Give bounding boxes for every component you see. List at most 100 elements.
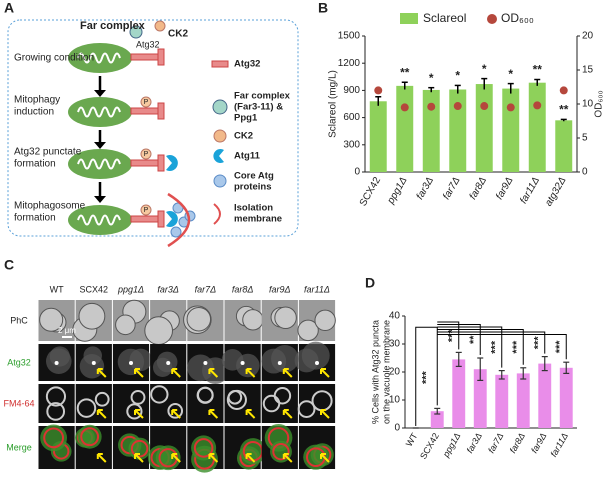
significance: *: [455, 69, 460, 83]
bar: [528, 82, 546, 172]
column-label: far7Δ: [195, 284, 217, 294]
cell: [46, 402, 66, 421]
bracket: [437, 326, 503, 368]
panel-label: C: [4, 257, 14, 273]
arrow: [171, 368, 181, 378]
significance: **: [468, 335, 480, 344]
legend-label: Ppg1: [234, 113, 258, 124]
x-tick-label: ppg1Δ: [385, 175, 410, 207]
legend-swatch: [487, 14, 497, 24]
legend-icon: [213, 203, 221, 225]
cell: [79, 354, 105, 379]
x-tick-label: far8Δ: [468, 175, 490, 201]
legend-label: Atg11: [234, 151, 261, 162]
cell: [167, 403, 184, 419]
puncta: [277, 361, 282, 365]
arrow: [320, 453, 330, 463]
x-tick-label: far3Δ: [465, 431, 484, 455]
bracket: [437, 321, 460, 350]
legend-icon: [212, 99, 228, 115]
arrow: [96, 453, 107, 463]
scale-bar-label: 2 μm: [58, 326, 76, 335]
cell: [94, 391, 110, 407]
significance: *: [482, 62, 487, 76]
x-tick-label: far9Δ: [494, 175, 516, 201]
arrow: [96, 409, 107, 419]
atg32-label: Atg32: [136, 39, 160, 49]
bracket: [437, 331, 546, 354]
legend-icon: [213, 149, 224, 164]
arrowhead: [94, 196, 106, 203]
arrow: [134, 453, 144, 463]
significance: *: [429, 71, 434, 85]
y-tick-label: 10: [389, 395, 401, 406]
bar: [538, 363, 552, 428]
bar: [449, 89, 467, 172]
atg32: [130, 215, 162, 223]
y-tick-label: 300: [343, 139, 360, 150]
bracket: [437, 324, 481, 355]
bar: [452, 359, 466, 428]
x-tick-label: SCX42: [418, 431, 441, 461]
cell: [126, 403, 143, 420]
cell: [202, 357, 229, 384]
legend-label: Core Atg: [234, 171, 274, 182]
panel-label: A: [4, 0, 14, 16]
legend-label: OD₆₀₀: [501, 11, 534, 25]
cell: [274, 306, 297, 329]
significance: **: [559, 103, 569, 117]
significance: ***: [554, 340, 566, 354]
point: [374, 86, 383, 95]
arrow: [134, 368, 144, 378]
cell: [297, 400, 316, 419]
vacuole: [272, 442, 290, 461]
vacuole: [130, 439, 149, 458]
y-tick-label: 30: [389, 339, 401, 350]
atg32: [157, 102, 165, 120]
cell: [78, 302, 106, 330]
cell: [49, 346, 70, 367]
arrow: [245, 453, 256, 463]
y-tick-label: 0: [394, 423, 400, 434]
cell: [130, 389, 146, 405]
significance: ***: [533, 336, 545, 350]
mitochondrion: [68, 43, 132, 73]
bar: [396, 85, 414, 172]
atg32: [130, 107, 162, 115]
significance: *: [508, 67, 513, 81]
row-label: Merge: [6, 442, 32, 452]
arrow: [320, 409, 330, 419]
column-label: far8Δ: [232, 284, 254, 294]
puncta: [240, 361, 245, 365]
bracket: [437, 334, 567, 360]
panel-label: D: [365, 275, 375, 291]
core-atg: [170, 226, 182, 238]
cell: [150, 385, 169, 404]
y2-tick-label: 0: [582, 167, 588, 178]
arrow: [208, 453, 219, 463]
ck2: [154, 20, 166, 32]
mitochondrion: [68, 149, 132, 179]
x-tick-label: WT: [404, 431, 420, 449]
arrow: [171, 409, 181, 419]
bar: [430, 411, 444, 428]
cell: [39, 307, 64, 332]
stage-label: induction: [14, 107, 54, 118]
bar: [422, 89, 440, 172]
point: [533, 101, 542, 110]
puncta: [91, 361, 96, 365]
column-label: WT: [50, 284, 64, 294]
legend-swatch: [400, 13, 418, 24]
y2-tick-label: 20: [582, 31, 594, 42]
row-label: Atg32: [7, 357, 31, 367]
puncta: [166, 361, 171, 365]
puncta: [203, 361, 208, 365]
stage-label: formation: [14, 213, 56, 224]
atg32: [130, 159, 162, 167]
phospho: [140, 204, 152, 216]
x-tick-label: atg32Δ: [543, 175, 569, 208]
atg32: [157, 154, 165, 172]
phospho: [140, 148, 152, 160]
phospho: [140, 96, 152, 108]
